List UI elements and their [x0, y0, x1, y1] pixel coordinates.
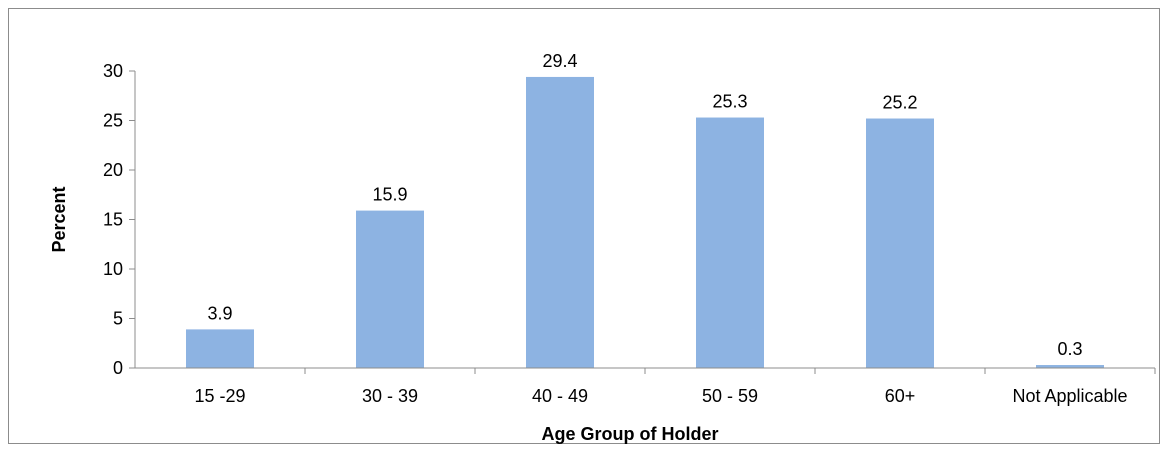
x-tick-label: 60+	[885, 386, 916, 406]
bar	[186, 329, 254, 368]
x-tick-label: 30 - 39	[362, 386, 418, 406]
data-label: 3.9	[207, 303, 232, 323]
data-label: 0.3	[1057, 339, 1082, 359]
y-tick-label: 30	[103, 61, 123, 81]
x-axis-title: Age Group of Holder	[542, 424, 719, 444]
data-label: 15.9	[372, 185, 407, 205]
y-tick-label: 20	[103, 160, 123, 180]
y-tick-label: 0	[113, 358, 123, 378]
x-tick-label: 40 - 49	[532, 386, 588, 406]
bar	[356, 210, 424, 368]
data-labels: 3.9 15.9 29.4 25.3 25.2 0.3	[207, 51, 1082, 359]
y-axis-ticks: 0 5 10 15 20 25 30	[103, 61, 135, 378]
y-tick-label: 10	[103, 259, 123, 279]
bar	[1036, 365, 1104, 368]
data-label: 29.4	[542, 51, 577, 71]
bar	[526, 76, 594, 368]
y-tick-label: 15	[103, 210, 123, 230]
x-tick-label: Not Applicable	[1012, 386, 1127, 406]
data-label: 25.2	[882, 93, 917, 113]
bar	[866, 118, 934, 369]
y-tick-label: 25	[103, 111, 123, 131]
x-tick-label: 15 -29	[194, 386, 245, 406]
y-axis-title: Percent	[49, 186, 69, 252]
y-tick-label: 5	[113, 309, 123, 329]
data-label: 25.3	[712, 92, 747, 112]
bars	[186, 76, 1104, 369]
bar	[696, 117, 764, 368]
x-tick-label: 50 - 59	[702, 386, 758, 406]
x-axis-ticks: 15 -29 30 - 39 40 - 49 50 - 59 60+ Not Applic…	[194, 368, 1156, 406]
